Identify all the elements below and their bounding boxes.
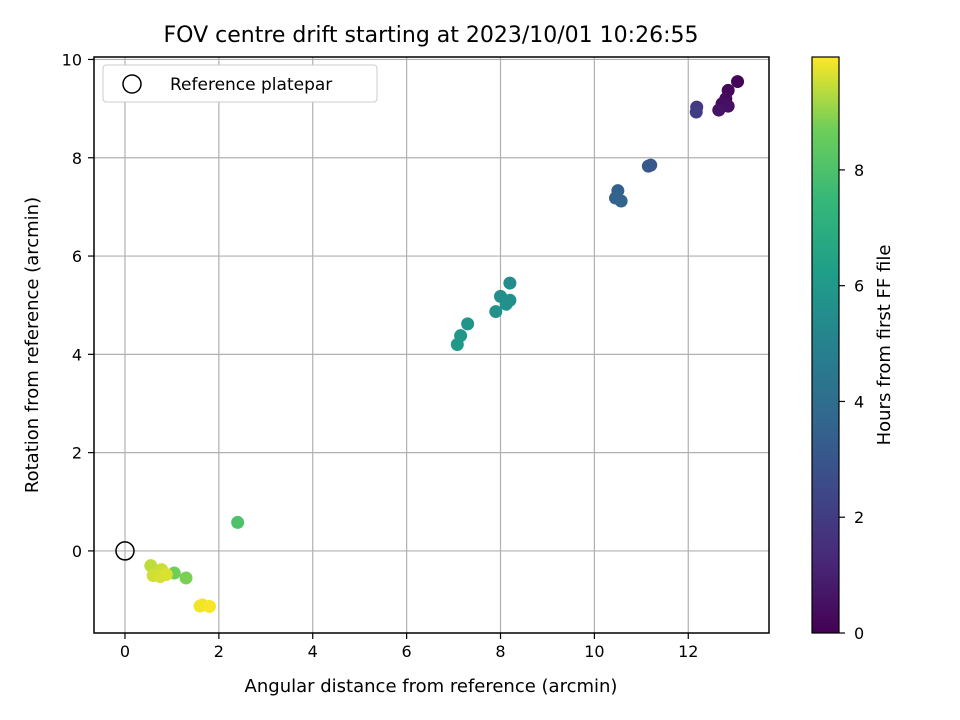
legend-marker — [122, 74, 142, 94]
y-tick-label: 8 — [72, 149, 82, 168]
x-tick-label: 4 — [308, 642, 318, 661]
x-tick-label: 12 — [678, 642, 698, 661]
data-point — [179, 571, 193, 585]
y-axis-label: Rotation from reference (arcmin) — [22, 197, 43, 493]
grid-lines — [94, 57, 769, 633]
data-point — [712, 103, 726, 117]
colorbar-ticks: 0 2 4 6 8 — [839, 161, 864, 643]
y-tick-label: 0 — [72, 542, 82, 561]
colorbar-tick-label: 6 — [854, 277, 864, 296]
reference-platepar-marker — [115, 541, 135, 561]
chart-title: FOV centre drift starting at 2023/10/01 … — [164, 23, 699, 48]
data-point — [231, 515, 245, 529]
data-point — [450, 338, 464, 352]
plot-area: 0 2 4 6 8 10 12 0 2 4 6 8 10 — [62, 50, 770, 661]
axes-frame — [93, 56, 770, 634]
colorbar: 0 2 4 6 8 Hours from first FF file — [811, 56, 895, 643]
x-axis-ticks: 0 2 4 6 8 10 12 — [120, 633, 698, 661]
data-point — [689, 105, 703, 119]
data-point — [489, 305, 503, 319]
data-point — [193, 599, 207, 613]
data-point — [614, 194, 628, 208]
data-point — [499, 297, 513, 311]
x-tick-label: 8 — [495, 642, 505, 661]
colorbar-tick-label: 4 — [854, 392, 864, 411]
colorbar-gradient — [811, 56, 840, 634]
x-tick-label: 0 — [120, 642, 130, 661]
data-point — [503, 276, 517, 290]
x-axis-label: Angular distance from reference (arcmin) — [245, 676, 618, 697]
legend-box — [102, 64, 378, 103]
y-tick-label: 10 — [62, 50, 82, 69]
data-point — [159, 568, 173, 582]
colorbar-tick-label: 0 — [854, 624, 864, 643]
colorbar-tick-label: 8 — [854, 161, 864, 180]
y-axis-ticks: 0 2 4 6 8 10 — [62, 50, 94, 561]
y-tick-label: 2 — [72, 444, 82, 463]
x-tick-label: 6 — [402, 642, 412, 661]
data-point — [461, 317, 475, 331]
data-points — [144, 75, 745, 613]
data-point — [641, 159, 655, 173]
data-point — [144, 559, 158, 573]
legend: Reference platepar — [102, 64, 378, 103]
y-tick-label: 6 — [72, 247, 82, 266]
colorbar-label: Hours from first FF file — [874, 245, 895, 446]
x-tick-label: 10 — [584, 642, 604, 661]
x-tick-label: 2 — [214, 642, 224, 661]
data-point — [202, 599, 216, 613]
y-tick-label: 4 — [72, 345, 82, 364]
legend-entry-label: Reference platepar — [170, 75, 332, 95]
colorbar-tick-label: 2 — [854, 508, 864, 527]
data-point — [731, 75, 745, 89]
